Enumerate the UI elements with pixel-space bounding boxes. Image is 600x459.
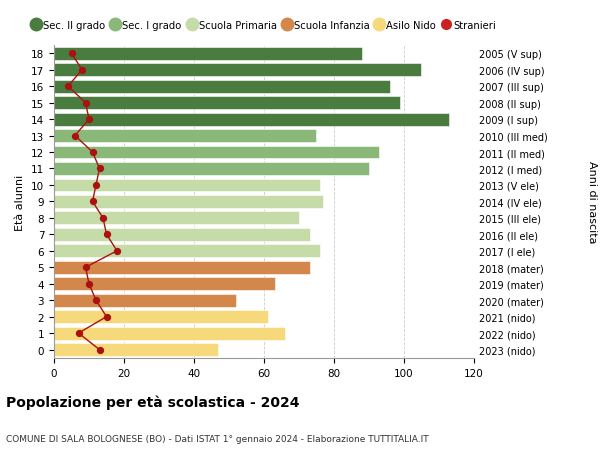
Point (63, 83, 73, 90)
Bar (54, 146, 379, 159)
Bar (54, 327, 285, 340)
Point (74, 330, 83, 337)
Bar (54, 113, 449, 126)
Bar (54, 212, 299, 225)
Point (95, 165, 104, 173)
Y-axis label: Età alunni: Età alunni (16, 174, 25, 230)
Point (77, 67, 87, 74)
Bar (54, 48, 362, 61)
Point (102, 313, 112, 321)
Bar (54, 97, 401, 110)
Bar (54, 64, 421, 77)
Point (95, 346, 104, 353)
Point (84, 116, 94, 123)
Point (112, 247, 122, 255)
Point (84, 280, 94, 288)
Text: Anni di nascita: Anni di nascita (587, 161, 597, 243)
Bar (54, 294, 236, 307)
Text: Popolazione per età scolastica - 2024: Popolazione per età scolastica - 2024 (6, 395, 299, 409)
Point (70, 133, 80, 140)
Bar (54, 81, 390, 93)
Point (91, 297, 101, 304)
Bar (54, 179, 320, 192)
Bar (54, 343, 218, 356)
Bar (54, 130, 317, 143)
Point (88, 149, 97, 157)
Point (88, 198, 97, 206)
Text: COMUNE DI SALA BOLOGNESE (BO) - Dati ISTAT 1° gennaio 2024 - Elaborazione TUTTIT: COMUNE DI SALA BOLOGNESE (BO) - Dati IST… (6, 434, 428, 442)
Bar (54, 261, 310, 274)
Bar (54, 196, 323, 208)
Bar (54, 162, 369, 175)
Point (98, 215, 108, 222)
Point (91, 182, 101, 189)
Bar (54, 278, 275, 291)
Bar (54, 229, 310, 241)
Point (67, 50, 76, 58)
Bar (54, 311, 268, 323)
Point (80, 100, 91, 107)
Point (102, 231, 112, 239)
Bar (54, 245, 320, 257)
Point (80, 264, 91, 271)
Legend: Sec. II grado, Sec. I grado, Scuola Primaria, Scuola Infanzia, Asilo Nido, Stran: Sec. II grado, Sec. I grado, Scuola Prim… (28, 17, 500, 35)
